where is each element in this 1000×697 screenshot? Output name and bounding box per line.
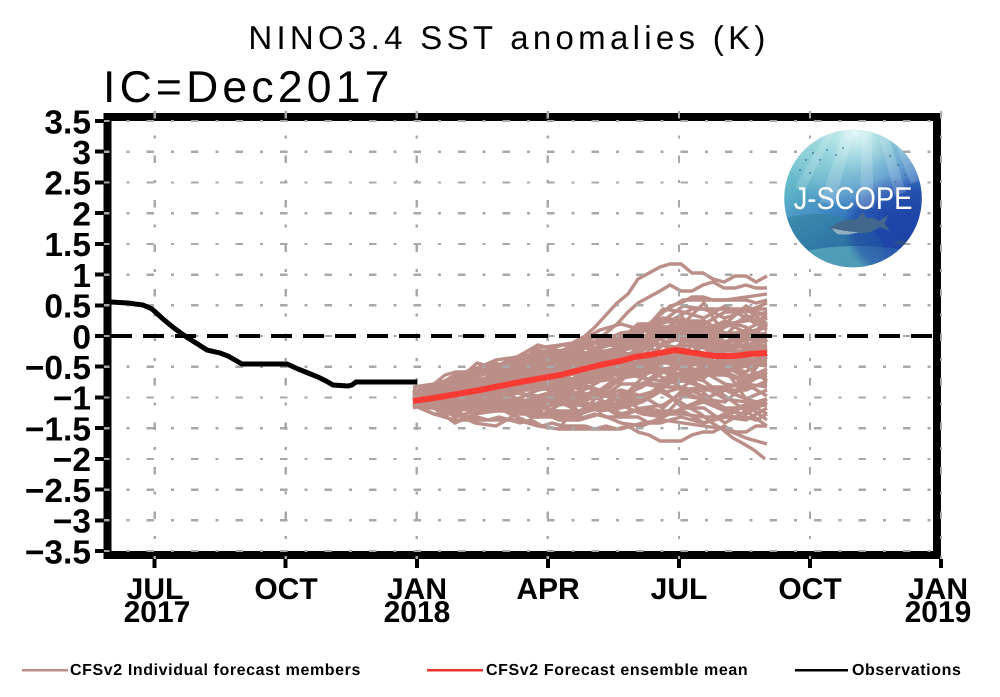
svg-text:1.5: 1.5 [44,227,91,264]
svg-text:−0.5: −0.5 [25,350,91,387]
svg-text:−1.5: −1.5 [25,411,91,448]
svg-text:0.5: 0.5 [44,289,91,326]
svg-text:−2.5: −2.5 [25,473,91,510]
svg-text:3: 3 [72,135,91,172]
svg-text:OCT: OCT [778,573,841,606]
svg-text:JAN: JAN [387,573,447,606]
svg-text:JUL: JUL [651,573,708,606]
svg-text:JAN: JAN [908,573,968,606]
svg-text:−3: −3 [53,504,91,541]
svg-text:APR: APR [516,573,580,606]
svg-text:CFSv2 Forecast ensemble mean: CFSv2 Forecast ensemble mean [486,662,748,679]
svg-text:2019: 2019 [905,596,972,629]
svg-text:−2: −2 [53,442,91,479]
svg-text:IC=Dec2017: IC=Dec2017 [103,63,394,112]
svg-text:1: 1 [72,258,91,295]
svg-text:3.5: 3.5 [44,104,91,141]
svg-text:OCT: OCT [254,573,317,606]
svg-text:2: 2 [72,196,91,233]
svg-text:−1: −1 [53,381,91,418]
svg-text:0: 0 [72,319,91,356]
svg-text:Observations: Observations [852,662,961,679]
svg-text:−3.5: −3.5 [25,534,91,571]
svg-text:2017: 2017 [124,596,191,629]
svg-text:2.5: 2.5 [44,166,91,203]
svg-text:JUL: JUL [127,573,184,606]
svg-text:CFSv2 Individual forecast memb: CFSv2 Individual forecast members [70,662,361,679]
svg-text:NINO3.4 SST anomalies (K): NINO3.4 SST anomalies (K) [248,19,769,56]
svg-text:2018: 2018 [384,596,451,629]
svg-text:J-SCOPE: J-SCOPE [794,180,913,216]
